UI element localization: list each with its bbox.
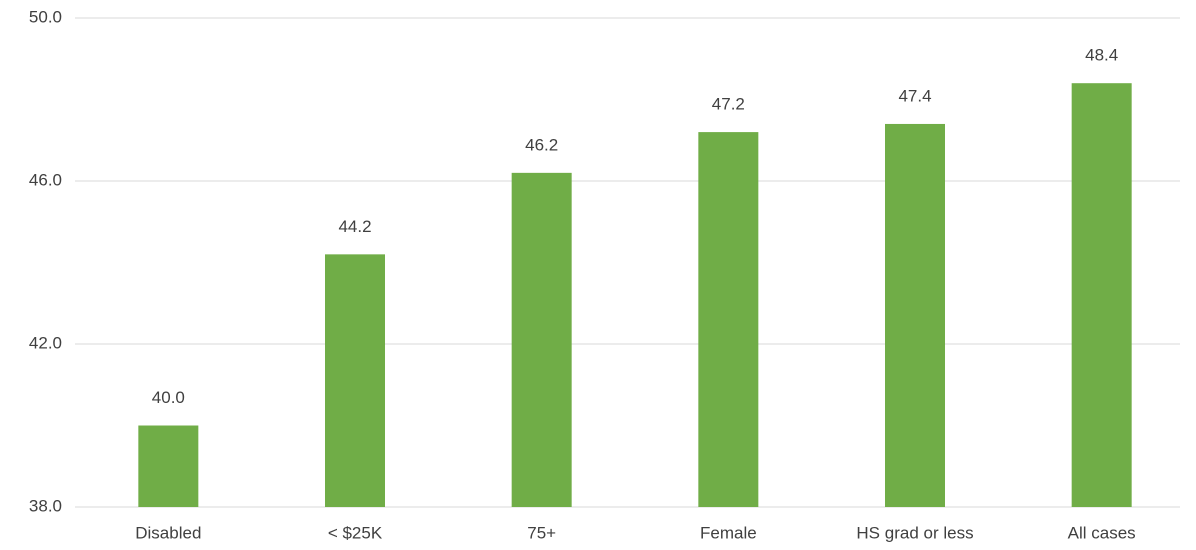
data-label: 46.2 [525,135,558,154]
bar [511,172,572,507]
bar [885,123,945,507]
bar [698,132,759,507]
bar [138,425,199,507]
x-tick-label: Disabled [135,523,201,542]
x-tick-label: < $25K [328,523,383,542]
data-label: 48.4 [1085,46,1118,65]
data-label: 44.2 [338,217,371,236]
x-tick-label: HS grad or less [856,523,973,542]
data-label: 47.4 [898,86,931,105]
bar [1071,83,1132,507]
data-label: 40.0 [152,388,185,407]
x-tick-label: Female [700,523,757,542]
bar [325,254,385,507]
data-label: 47.2 [712,95,745,114]
x-tick-label: All cases [1068,523,1136,542]
y-tick-label: 42.0 [29,333,62,352]
x-tick-label: 75+ [527,523,556,542]
y-tick-label: 38.0 [29,496,62,515]
y-tick-label: 50.0 [29,7,62,26]
y-tick-label: 46.0 [29,170,62,189]
